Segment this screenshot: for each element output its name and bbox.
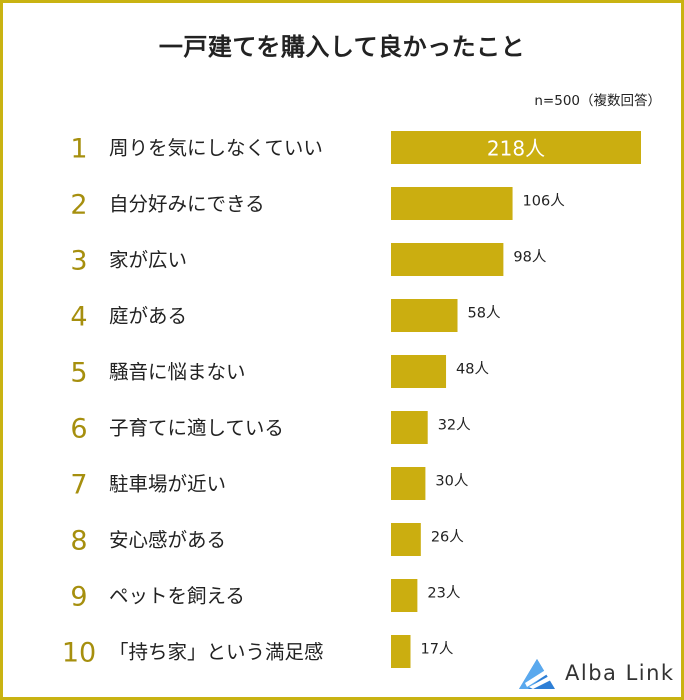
category-label: ペットを飼える xyxy=(109,585,245,608)
value-label: 48人 xyxy=(456,361,489,378)
category-label: 自分好みにできる xyxy=(109,193,265,216)
rank-number: 4 xyxy=(70,302,87,333)
bar xyxy=(391,523,421,556)
value-label: 17人 xyxy=(420,641,453,658)
value-label: 30人 xyxy=(435,473,468,490)
bar xyxy=(391,187,513,220)
rank-number: 2 xyxy=(70,190,87,221)
value-label: 26人 xyxy=(431,529,464,546)
value-label: 218人 xyxy=(487,137,545,161)
bar xyxy=(391,131,641,164)
bar xyxy=(391,243,504,276)
bar xyxy=(391,355,447,388)
bar xyxy=(391,467,426,500)
alba-link-triangle-logo-icon xyxy=(519,659,555,689)
value-label: 58人 xyxy=(468,305,501,322)
alba-link-logo: Alba Link xyxy=(517,657,677,691)
rank-number: 7 xyxy=(70,470,87,501)
category-label: 駐車場が近い xyxy=(109,473,226,496)
category-label: 周りを気にしなくていい xyxy=(109,137,323,160)
rank-number: 10 xyxy=(62,638,96,669)
bar xyxy=(391,299,458,332)
rank-number: 9 xyxy=(70,582,87,613)
category-label: 「持ち家」という満足感 xyxy=(109,641,324,664)
rank-number: 6 xyxy=(70,414,87,445)
bar xyxy=(391,579,418,612)
chart-title: 一戸建てを購入して良かったこと xyxy=(158,33,526,61)
value-label: 32人 xyxy=(438,417,471,434)
rank-number: 1 xyxy=(70,134,87,165)
value-label: 98人 xyxy=(513,249,546,266)
category-label: 子育てに適している xyxy=(109,417,284,440)
sample-size-note: n=500（複数回答） xyxy=(534,93,661,109)
rank-number: 8 xyxy=(70,526,87,557)
category-label: 庭がある xyxy=(109,305,187,328)
category-label: 騒音に悩まない xyxy=(109,361,246,384)
rank-number: 3 xyxy=(70,246,87,277)
bar-chart: 1 周りを気にしなくていい 218人 2 自分好みにできる 106人 3 家が広い 98人 4 庭が… xyxy=(62,131,641,669)
logo-text: Alba Link xyxy=(565,661,675,685)
category-label: 安心感がある xyxy=(109,529,226,552)
bar xyxy=(391,411,428,444)
value-label: 106人 xyxy=(523,193,565,210)
value-label: 23人 xyxy=(427,585,460,602)
rank-number: 5 xyxy=(70,358,87,389)
bar xyxy=(391,635,411,668)
category-label: 家が広い xyxy=(109,249,187,272)
